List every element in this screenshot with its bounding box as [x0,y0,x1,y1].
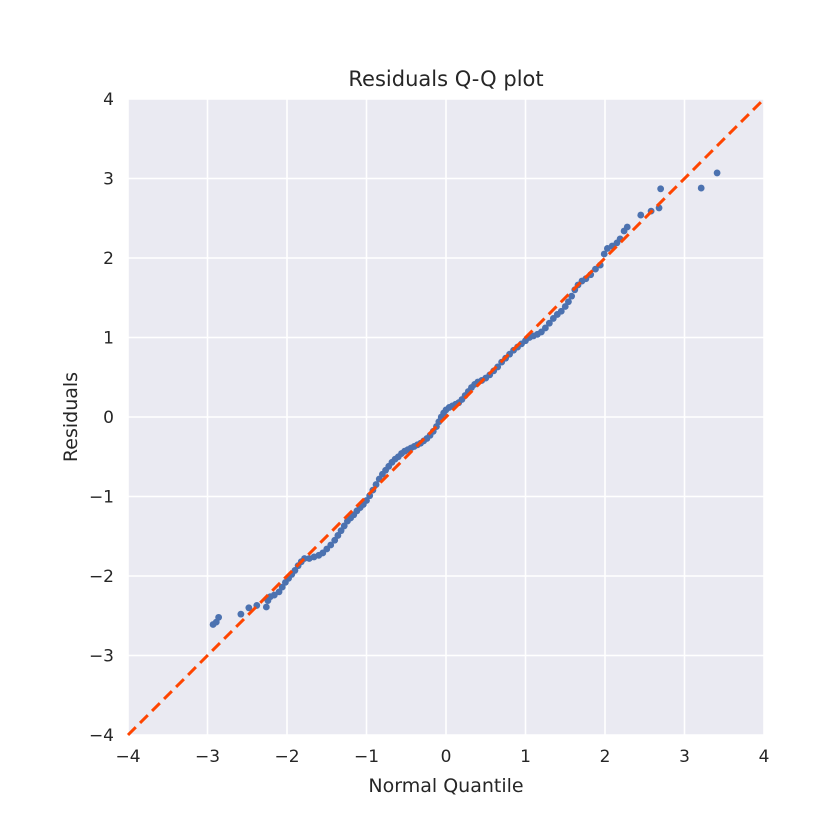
data-point [278,583,286,591]
data-point [372,481,380,488]
data-point [262,603,270,611]
reference-line [126,97,766,737]
data-point [600,250,608,258]
y-tick-label: −4 [89,726,114,746]
data-point [697,184,705,192]
x-tick-labels: −4 −3 −2 −1 0 1 2 3 4 [115,747,769,767]
data-point [275,588,283,596]
y-axis-label: Residuals [60,372,82,462]
data-point [363,497,370,504]
data-point [657,185,665,193]
data-point [623,223,631,231]
data-point [331,536,339,544]
data-point [215,613,223,621]
x-tick-label: 2 [600,747,611,767]
chart-title: Residuals Q-Q plot [348,67,543,91]
data-point [637,211,645,219]
data-point [592,265,599,273]
data-point [291,567,299,574]
x-tick-label: 1 [520,747,531,767]
x-tick-label: −4 [115,747,140,767]
x-tick-label: 0 [441,747,452,767]
x-axis-label: Normal Quantile [368,775,523,797]
x-tick-label: 3 [679,747,690,767]
y-tick-label: −1 [89,488,114,508]
data-point [557,307,565,315]
x-tick-label: −1 [354,747,379,767]
y-tick-label: 2 [103,249,114,269]
data-point [568,292,576,300]
data-point [237,610,245,618]
y-tick-label: −2 [89,567,114,587]
y-tick-label: 3 [103,170,114,190]
data-point [541,324,549,332]
data-point [245,604,253,612]
data-point [327,541,335,549]
data-point [561,303,569,310]
x-tick-label: 4 [759,747,770,767]
data-point [340,522,348,530]
y-tick-labels: −4 −3 −2 −1 0 1 2 3 4 [89,90,114,746]
data-point [545,319,553,327]
x-tick-label: −2 [274,747,299,767]
y-tick-label: 4 [103,90,114,110]
data-point [270,591,278,599]
x-tick-label: −3 [195,747,220,767]
data-point [334,532,342,539]
y-tick-label: 0 [103,408,114,428]
data-point [565,298,572,306]
data-point [337,527,345,535]
y-tick-label: −3 [89,647,114,667]
y-tick-label: 1 [103,329,114,349]
data-point [713,169,721,177]
